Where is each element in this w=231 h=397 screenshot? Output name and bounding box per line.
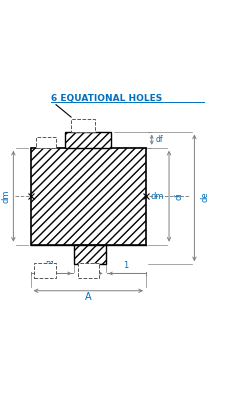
Bar xyxy=(74,245,105,264)
Bar xyxy=(71,119,95,132)
Text: df: df xyxy=(155,135,163,144)
Bar xyxy=(36,137,56,148)
Text: de: de xyxy=(199,191,208,202)
Bar xyxy=(30,148,145,245)
Text: dm: dm xyxy=(150,192,163,201)
Bar xyxy=(78,263,98,278)
Text: dm: dm xyxy=(2,189,11,203)
Bar xyxy=(74,245,105,264)
Bar xyxy=(34,263,56,278)
Text: A: A xyxy=(85,291,91,301)
Text: 6 EQUATIONAL HOLES: 6 EQUATIONAL HOLES xyxy=(51,94,162,103)
Text: 1: 1 xyxy=(123,261,128,270)
Text: B1: B1 xyxy=(45,261,55,270)
Text: di: di xyxy=(174,192,183,200)
Bar xyxy=(30,148,145,245)
Text: H: H xyxy=(87,261,93,270)
Bar xyxy=(65,132,111,148)
Bar xyxy=(65,132,111,148)
